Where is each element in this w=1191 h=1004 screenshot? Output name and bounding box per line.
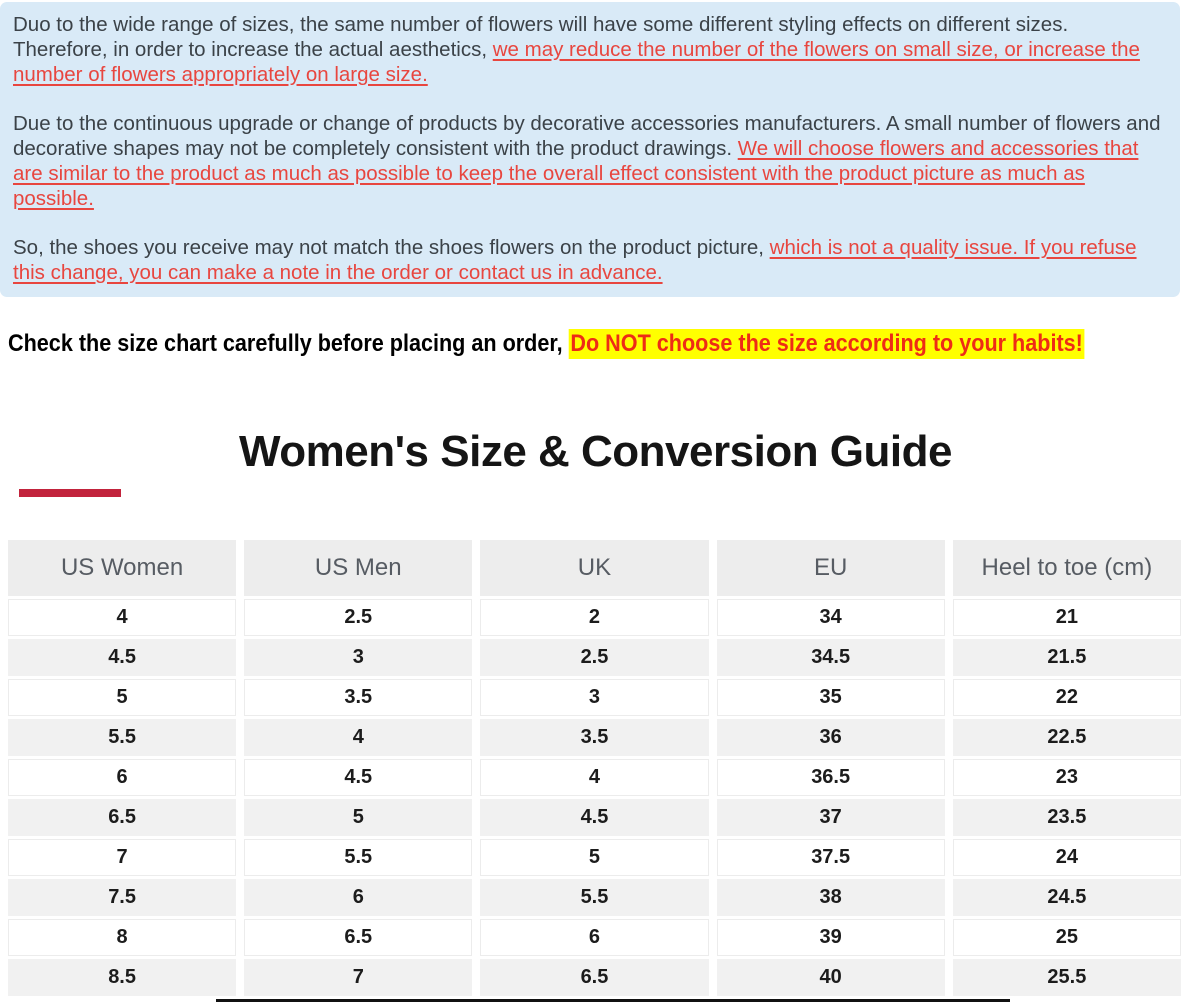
- size-cell: 21.5: [952, 638, 1181, 676]
- size-cell: 4.5: [480, 798, 709, 836]
- size-cell: 6: [244, 878, 473, 916]
- size-cell: 7: [244, 958, 473, 996]
- note-text: So, the shoes you receive may not match …: [13, 236, 770, 260]
- next-section-edge: [216, 998, 1010, 1002]
- size-cell: 5: [8, 678, 237, 716]
- size-cell: 4: [244, 718, 473, 756]
- size-cell: 24: [952, 838, 1181, 876]
- size-cell: 2.5: [480, 638, 709, 676]
- size-cell: 6.5: [480, 958, 709, 996]
- size-cell: 25.5: [952, 958, 1181, 996]
- size-cell: 5.5: [8, 718, 237, 756]
- size-cell: 38: [716, 878, 945, 916]
- size-warning-highlight: Do NOT choose the size according to your…: [568, 328, 1085, 359]
- size-cell: 2.5: [244, 598, 473, 636]
- size-cell: 4.5: [8, 638, 237, 676]
- size-cell: 4: [480, 758, 709, 796]
- table-row: 6.5 5 4.5 37 23.5: [8, 798, 1181, 836]
- size-cell: 5: [244, 798, 473, 836]
- column-header-us-women: US Women: [8, 539, 237, 596]
- size-cell: 3: [244, 638, 473, 676]
- size-conversion-table: US Women US Men UK EU Heel to toe (cm) 4…: [0, 537, 1189, 999]
- size-cell: 6.5: [244, 918, 473, 956]
- product-note-box: Duo to the wide range of sizes, the same…: [0, 2, 1180, 297]
- size-cell: 5: [480, 838, 709, 876]
- note-text: Duo to the wide range of sizes, the same…: [13, 13, 1069, 61]
- table-row: 5.5 4 3.5 36 22.5: [8, 718, 1181, 756]
- size-cell: 25: [952, 918, 1181, 956]
- size-cell: 5.5: [480, 878, 709, 916]
- size-cell: 36.5: [716, 758, 945, 796]
- size-cell: 22.5: [952, 718, 1181, 756]
- size-cell: 8.5: [8, 958, 237, 996]
- size-cell: 7: [8, 838, 237, 876]
- size-cell: 24.5: [952, 878, 1181, 916]
- column-header-heel-toe: Heel to toe (cm): [952, 539, 1181, 596]
- size-cell: 3.5: [244, 678, 473, 716]
- size-cell: 4.5: [244, 758, 473, 796]
- table-row: 8 6.5 6 39 25: [8, 918, 1181, 956]
- size-table-header: US Women US Men UK EU Heel to toe (cm): [8, 539, 1181, 596]
- note-emphasis: We will choose flowers and accessories t…: [13, 136, 1139, 210]
- size-cell: 40: [716, 958, 945, 996]
- size-cell: 22: [952, 678, 1181, 716]
- accent-bar: [19, 488, 121, 497]
- table-row: 7 5.5 5 37.5 24: [8, 838, 1181, 876]
- size-cell: 37: [716, 798, 945, 836]
- size-warning-prefix: Check the size chart carefully before pl…: [8, 329, 569, 357]
- size-cell: 34: [716, 598, 945, 636]
- size-cell: 7.5: [8, 878, 237, 916]
- size-cell: 3: [480, 678, 709, 716]
- size-cell: 35: [716, 678, 945, 716]
- size-cell: 23: [952, 758, 1181, 796]
- size-table-body: 4 2.5 2 34 21 4.5 3 2.5 34.5 21.5 5 3.5 3 35 22 5.5 4 3.5…: [8, 598, 1181, 996]
- size-cell: 21: [952, 598, 1181, 636]
- table-row: 8.5 7 6.5 40 25.5: [8, 958, 1181, 996]
- table-row: 4.5 3 2.5 34.5 21.5: [8, 638, 1181, 676]
- size-cell: 3.5: [480, 718, 709, 756]
- size-cell: 37.5: [716, 838, 945, 876]
- table-row: 4 2.5 2 34 21: [8, 598, 1181, 636]
- table-row: 6 4.5 4 36.5 23: [8, 758, 1181, 796]
- size-cell: 34.5: [716, 638, 945, 676]
- column-header-eu: EU: [716, 539, 945, 596]
- size-warning-line: Check the size chart carefully before pl…: [8, 328, 1085, 359]
- size-cell: 6: [480, 918, 709, 956]
- size-cell: 6: [8, 758, 237, 796]
- size-cell: 8: [8, 918, 237, 956]
- column-header-us-men: US Men: [244, 539, 473, 596]
- note-emphasis: which is not a quality issue. If you ref…: [13, 236, 1137, 284]
- header-row: US Women US Men UK EU Heel to toe (cm): [8, 539, 1181, 596]
- size-guide-title: Women's Size & Conversion Guide: [239, 426, 952, 476]
- size-cell: 4: [8, 598, 237, 636]
- size-cell: 5.5: [244, 838, 473, 876]
- table-row: 5 3.5 3 35 22: [8, 678, 1181, 716]
- size-cell: 23.5: [952, 798, 1181, 836]
- note-paragraph: Due to the continuous upgrade or change …: [13, 112, 1166, 211]
- size-cell: 2: [480, 598, 709, 636]
- note-emphasis: we may reduce the number of the flowers …: [13, 37, 1140, 86]
- table-row: 7.5 6 5.5 38 24.5: [8, 878, 1181, 916]
- note-paragraph: So, the shoes you receive may not match …: [13, 236, 1166, 286]
- size-table-section: US Women US Men UK EU Heel to toe (cm) 4…: [0, 537, 1191, 999]
- column-header-uk: UK: [480, 539, 709, 596]
- note-paragraph: Duo to the wide range of sizes, the same…: [13, 13, 1166, 87]
- size-cell: 39: [716, 918, 945, 956]
- note-text: Due to the continuous upgrade or change …: [13, 112, 1161, 160]
- size-cell: 36: [716, 718, 945, 756]
- size-cell: 6.5: [8, 798, 237, 836]
